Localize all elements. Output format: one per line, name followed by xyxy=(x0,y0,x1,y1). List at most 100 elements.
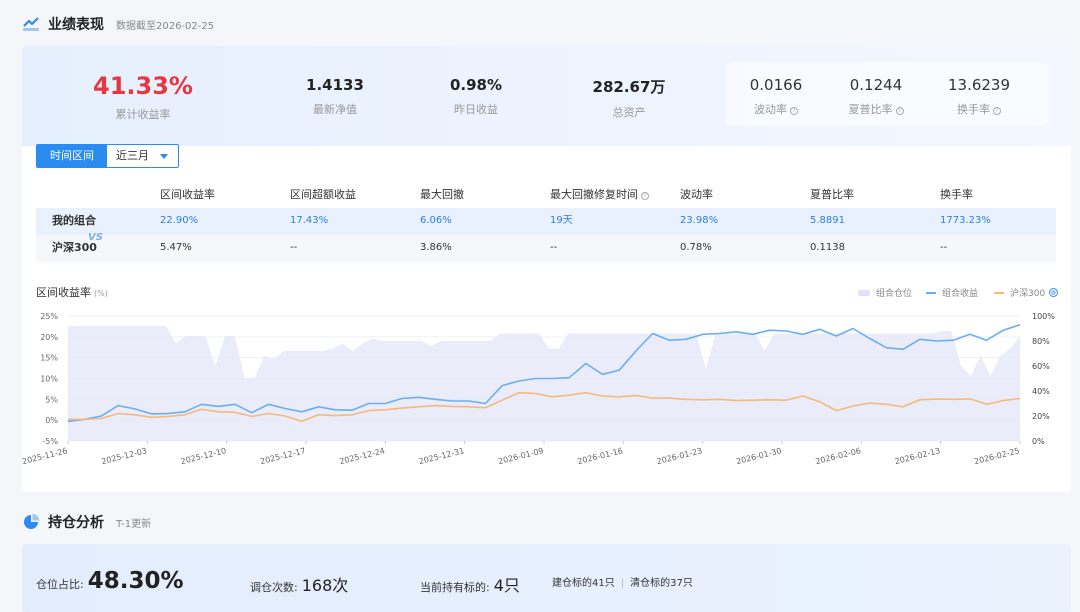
turnover-rate-value: 13.6239 xyxy=(947,76,1011,94)
cumulative-return-label: 累计收益率 xyxy=(115,108,171,121)
help-icon[interactable]: ? xyxy=(641,192,649,200)
y-right-tick-label: 0% xyxy=(1032,437,1045,446)
total-assets-label: 总资产 xyxy=(612,106,646,119)
tab-time-range[interactable]: 时间区间 xyxy=(37,145,107,167)
cumulative-return-value: 41.33% xyxy=(93,72,193,100)
holding-header: 持仓分析 T-1更新 xyxy=(22,512,151,532)
x-tick-label: 2026-02-25 xyxy=(973,446,1020,466)
legend-portfolio-label: 组合收益 xyxy=(942,289,979,299)
x-tick-label: 2026-01-09 xyxy=(497,446,544,466)
table-cell: 5.8891 xyxy=(810,215,845,226)
turnover-rate: 13.6239 换手率? xyxy=(936,76,1022,117)
x-tick-label: 2025-12-31 xyxy=(418,446,465,466)
range-dropdown[interactable]: 近三月 xyxy=(107,145,178,167)
volatility-label: 波动率 xyxy=(754,103,787,116)
y-right-tick-label: 20% xyxy=(1032,412,1050,421)
help-icon[interactable]: ? xyxy=(790,107,798,115)
position-ratio: 仓位占比: 48.30% xyxy=(36,568,184,594)
col-header: 换手率 xyxy=(940,188,973,201)
table-cell: -- xyxy=(940,242,948,253)
chart-title: 区间收益率 (%) xyxy=(36,286,108,299)
total-assets-value: 282.67万 xyxy=(592,78,666,96)
position-stats: 建仓标的41只 | 清仓标的37只 xyxy=(552,574,693,589)
y-left-tick-label: 20% xyxy=(40,333,58,342)
performance-title: 业绩表现 xyxy=(48,17,104,33)
x-tick-label: 2025-12-03 xyxy=(101,446,148,466)
yesterday-return: 0.98% 昨日收益 xyxy=(436,76,516,117)
turnover-rate-label: 换手率 xyxy=(957,103,990,116)
legend-index[interactable]: 沪深300 xyxy=(994,286,1059,299)
x-tick-label: 2026-02-06 xyxy=(815,446,862,466)
vs-badge: VS xyxy=(88,232,103,243)
legend-portfolio[interactable]: 组合收益 xyxy=(926,286,978,299)
volatility-value: 0.0166 xyxy=(749,76,803,94)
y-left-tick-label: 15% xyxy=(40,354,58,363)
risk-metrics-box: 0.0166 波动率? 0.1244 夏普比率? 13.6239 换手率? xyxy=(726,62,1048,126)
help-icon[interactable]: ? xyxy=(895,107,904,115)
latest-nav-label: 最新净值 xyxy=(313,103,357,116)
y-left-tick-label: 0% xyxy=(45,416,58,425)
cleared-count: 清仓标的37只 xyxy=(630,578,693,589)
table-cell: 22.90% xyxy=(160,215,199,226)
table-cell: -- xyxy=(550,242,558,253)
table-row-index: 沪深300 5.47% -- 3.86% -- 0.78% 0.1138 -- xyxy=(36,235,1056,262)
y-right-tick-label: 100% xyxy=(1032,312,1055,321)
position-ratio-label: 仓位占比: xyxy=(36,578,84,591)
holding-update-note: T-1更新 xyxy=(116,518,152,530)
holding-card: 仓位占比: 48.30% 调仓次数: 168次 当前持有标的: 4只 建仓标的4… xyxy=(22,544,1071,612)
row-label: 我的组合 xyxy=(52,214,96,227)
x-tick-label: 2026-01-16 xyxy=(577,446,624,466)
y-left-tick-label: 10% xyxy=(40,375,58,384)
table-row-portfolio: 我的组合 22.90% 17.43% 6.06% 19天 23.98% 5.88… xyxy=(36,208,1056,235)
y-left-tick-label: 25% xyxy=(40,312,58,321)
table-cell: 19天 xyxy=(550,215,573,226)
total-assets: 282.67万 总资产 xyxy=(584,76,674,120)
yesterday-return-value: 0.98% xyxy=(449,76,503,94)
comparison-table-header: 区间收益率 区间超额收益 最大回撤 最大回撤修复时间? 波动率 夏普比率 换手率 xyxy=(36,182,1056,208)
col-header: 最大回撤修复时间? xyxy=(550,182,649,208)
cumulative-return: 41.33% 累计收益率 xyxy=(88,72,198,122)
volatility: 0.0166 波动率? xyxy=(736,76,816,117)
sharpe-ratio: 0.1244 夏普比率? xyxy=(834,76,918,117)
x-tick-label: 2025-12-17 xyxy=(259,446,306,466)
row-label: 沪深300 xyxy=(52,241,97,254)
rebalance-count: 调仓次数: 168次 xyxy=(250,572,348,596)
return-chart: -5% 0% 5% 10% 15% 20% 25% 0% 20% 40% 60% 80% 100% 202… xyxy=(22,312,1055,466)
x-tick-label: 2026-01-23 xyxy=(656,446,703,466)
table-cell: 0.1138 xyxy=(810,242,845,253)
col-header: 最大回撤 xyxy=(420,188,464,201)
x-tick-label: 2026-02-13 xyxy=(894,446,941,466)
legend-area-swatch xyxy=(858,289,870,296)
y-right-tick-label: 80% xyxy=(1032,337,1050,346)
trend-chart-icon xyxy=(23,17,39,31)
performance-card: 41.33% 累计收益率 1.4133 最新净值 0.98% 昨日收益 282.… xyxy=(22,46,1071,492)
table-cell: 0.78% xyxy=(680,242,712,253)
legend-line-swatch xyxy=(926,291,936,294)
table-cell: 3.86% xyxy=(420,242,452,253)
y-right-tick-label: 40% xyxy=(1032,387,1050,396)
table-cell: 5.47% xyxy=(160,242,192,253)
help-icon[interactable]: ? xyxy=(993,107,1001,115)
col-header: 夏普比率 xyxy=(810,188,854,201)
table-cell: 23.98% xyxy=(680,215,719,226)
table-cell: 1773.23% xyxy=(940,215,991,226)
col-header: 区间超额收益 xyxy=(290,188,356,201)
position-ratio-value: 48.30% xyxy=(87,568,184,594)
settings-circle-icon[interactable] xyxy=(1049,288,1059,297)
yesterday-return-label: 昨日收益 xyxy=(454,103,498,116)
data-date: 数据截至2026-02-25 xyxy=(116,20,215,32)
y-right-tick-label: 60% xyxy=(1032,362,1050,371)
range-dropdown-value: 近三月 xyxy=(116,149,149,162)
legend-position[interactable]: 组合仓位 xyxy=(858,286,912,299)
caret-down-icon xyxy=(160,154,168,159)
x-tick-label: 2026-01-30 xyxy=(735,446,782,466)
rebalance-count-value: 168次 xyxy=(301,576,349,595)
table-cell: 17.43% xyxy=(290,215,329,226)
divider: | xyxy=(620,578,625,589)
summary-panel: 41.33% 累计收益率 1.4133 最新净值 0.98% 昨日收益 282.… xyxy=(22,46,1071,146)
rebalance-count-label: 调仓次数: xyxy=(250,581,298,594)
x-tick-label: 2025-11-26 xyxy=(22,446,68,466)
legend-line-swatch xyxy=(994,291,1004,294)
legend-index-label: 沪深300 xyxy=(1010,289,1046,299)
holding-title: 持仓分析 xyxy=(48,515,104,531)
